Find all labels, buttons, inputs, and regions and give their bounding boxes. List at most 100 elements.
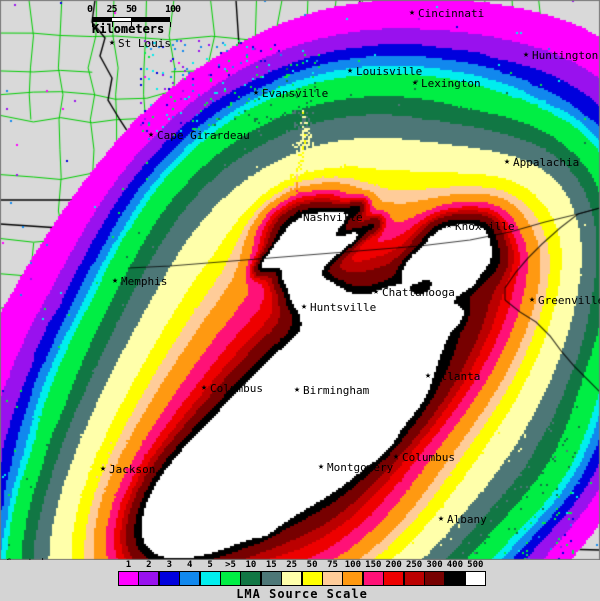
city-name: Nashville — [303, 211, 363, 224]
legend-swatch-15 — [260, 571, 282, 586]
city-label-lexington: ★ Lexington — [412, 77, 481, 90]
city-name: St Louis — [118, 37, 171, 50]
city-label-evansville: ★ Evansville — [253, 87, 329, 100]
legend-swatch-500 — [464, 571, 486, 586]
legend-label-100: 100 — [344, 560, 362, 570]
map-panel[interactable] — [0, 0, 600, 560]
city-name: Evansville — [262, 87, 329, 100]
city-marker-icon: ★ — [425, 370, 432, 381]
legend-swatch-1 — [118, 571, 139, 586]
city-label-greenville: ★ Greenville — [529, 294, 600, 307]
legend-bar: 1 2 3 4 5 >5 10 15 25 50 75 100 150 200 250 300 400 500 L… — [0, 560, 600, 601]
legend-label-1: 1 — [125, 560, 132, 570]
city-label-birmingham: ★ Birmingham — [294, 384, 370, 397]
city-name: Birmingham — [303, 384, 370, 397]
legend-swatch-2 — [138, 571, 160, 586]
city-label-atlanta: ★ Atlanta — [425, 370, 481, 383]
city-name: Appalachia — [513, 156, 580, 169]
city-name: Montgomery — [327, 461, 394, 474]
scale-unit-label: Kilometers — [92, 22, 165, 36]
city-marker-icon: ★ — [523, 49, 530, 60]
legend-label-500: 500 — [467, 560, 484, 570]
city-label-cincinnati: ★ Cincinnati — [409, 7, 485, 20]
legend-swatch-250 — [403, 571, 425, 586]
city-label-montgomery: ★ Montgomery — [318, 461, 394, 474]
legend-label-250: 250 — [405, 560, 423, 570]
city-label-st-louis: ★ St Louis — [109, 37, 171, 50]
legend-label-2: 2 — [146, 560, 152, 570]
city-marker-icon: ★ — [446, 220, 453, 231]
city-label-huntington: ★ Huntington — [523, 49, 599, 62]
legend-tick-labels: 1 2 3 4 5 >5 10 15 25 50 75 100 150 200 250 300 400 500 — [118, 560, 486, 571]
city-name: Huntsville — [310, 301, 377, 314]
city-name: Atlanta — [434, 370, 481, 383]
legend-swatch-3 — [158, 571, 180, 586]
city-name: Cincinnati — [418, 7, 485, 20]
city-marker-icon: ★ — [318, 461, 325, 472]
scale-tick-labels: 0 25 50 100 — [87, 4, 181, 16]
legend-swatch-400 — [444, 571, 466, 586]
city-name: Huntington — [532, 49, 599, 62]
city-name: Knoxville — [455, 220, 515, 233]
legend-label-150: 150 — [365, 560, 382, 570]
city-marker-icon: ★ — [438, 513, 445, 524]
legend-label-400: 400 — [446, 560, 464, 570]
city-marker-icon: ★ — [112, 275, 119, 286]
legend-label-5: 5 — [207, 560, 213, 570]
legend-swatch-300 — [424, 571, 445, 586]
city-label-albany: ★ Albany — [438, 514, 487, 526]
city-marker-icon: ★ — [201, 382, 208, 393]
legend-label-75: 75 — [327, 560, 338, 570]
city-marker-icon: ★ — [100, 463, 107, 474]
city-marker-icon: ★ — [253, 87, 260, 98]
scale-tick-marks — [92, 22, 171, 27]
scale-tick-50: 50 — [126, 4, 137, 15]
scale-tick-100: 100 — [165, 4, 181, 15]
scale-bar-graphic — [92, 17, 170, 22]
city-name: Chattanooga — [382, 286, 455, 299]
city-name: Greenville — [538, 294, 600, 307]
legend-label-25: 25 — [286, 560, 298, 570]
city-marker-icon: ★ — [412, 77, 419, 88]
city-marker-icon: ★ — [301, 301, 308, 312]
legend-label-15: 15 — [265, 560, 277, 570]
city-name: Louisville — [356, 65, 423, 78]
distance-scale-bar: 0 25 50 100 — [87, 4, 181, 34]
city-name: Lexington — [421, 77, 481, 90]
city-name: Memphis — [121, 275, 168, 288]
legend-swatch-25 — [281, 571, 303, 586]
legend-label-50: 50 — [306, 560, 318, 570]
legend-label-4: 4 — [186, 560, 193, 570]
legend-swatch-50 — [301, 571, 323, 586]
city-name: Columbus — [210, 382, 263, 395]
city-label-nashville: ★ Nashville — [294, 211, 363, 224]
lightning-density-canvas — [0, 0, 600, 560]
city-label-columbus: ★ Columbus — [393, 451, 455, 464]
city-label-chattanooga: ★ Chattanooga — [373, 286, 455, 299]
city-marker-icon: ★ — [393, 451, 400, 462]
legend-label-200: 200 — [385, 560, 402, 570]
city-name: Columbus — [402, 451, 455, 464]
city-label-jackson: ★ Jackson — [100, 463, 156, 476]
legend-inner: 1 2 3 4 5 >5 10 15 25 50 75 100 150 200 250 300 400 500 L… — [118, 560, 486, 601]
legend-swatch-150 — [362, 571, 384, 586]
legend-label-3: 3 — [166, 560, 172, 570]
city-marker-icon: ★ — [109, 37, 116, 48]
legend-title: LMA Source Scale — [236, 587, 368, 601]
city-label-cape-girardeau: ★ Cape Girardeau — [148, 130, 250, 142]
city-name: Jackson — [109, 463, 156, 476]
legend-swatch-100 — [342, 571, 364, 586]
scale-tick-25: 25 — [106, 4, 118, 15]
city-label-huntsville: ★ Huntsville — [301, 301, 377, 314]
legend-swatch-75 — [322, 571, 343, 586]
legend-label-300: 300 — [426, 560, 443, 570]
city-label-louisville: ★ Louisville — [347, 65, 423, 78]
city-label-knoxville: ★ Knoxville — [446, 220, 515, 233]
city-marker-icon: ★ — [294, 384, 301, 395]
city-label-appalachia: ★ Appalachia — [504, 156, 580, 169]
city-marker-icon: ★ — [529, 294, 536, 305]
city-marker-icon: ★ — [347, 65, 354, 76]
scale-tickmark — [111, 22, 113, 27]
legend-swatch-10 — [240, 571, 262, 586]
